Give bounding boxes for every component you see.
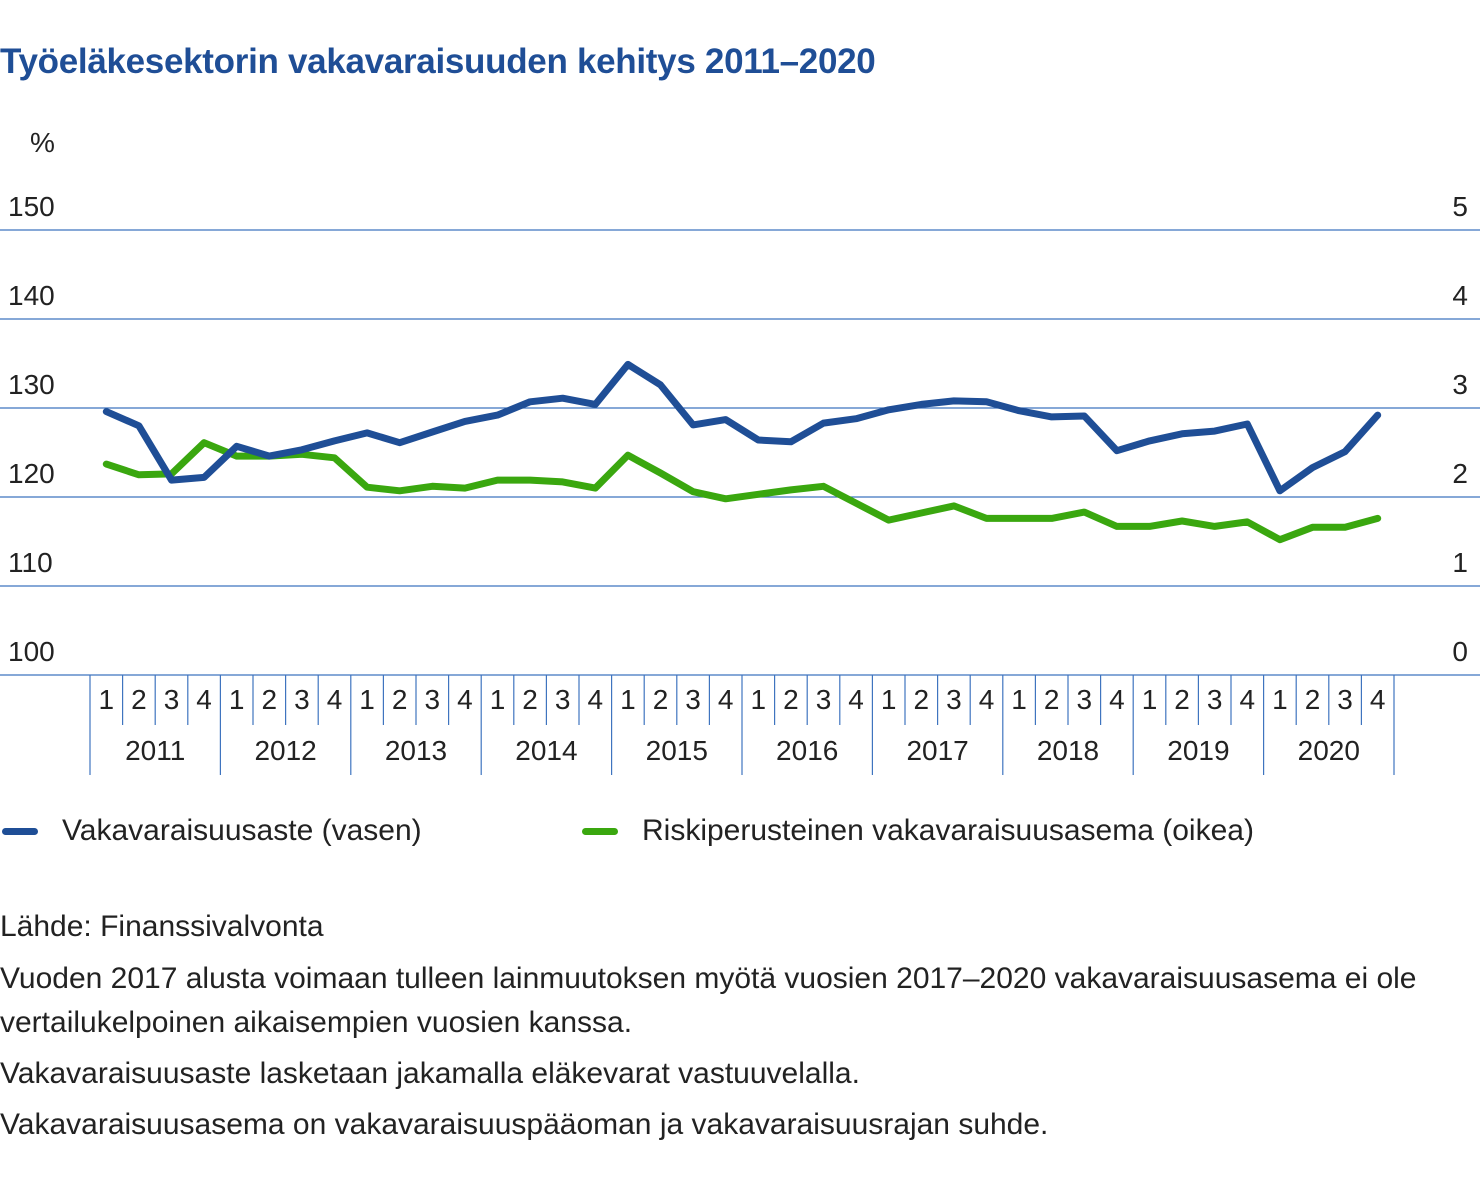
- footnote: Vakavaraisuusaste lasketaan jakamalla el…: [0, 1057, 860, 1090]
- x-tick-quarter: 3: [1337, 684, 1353, 715]
- x-tick-year: 2011: [125, 735, 185, 766]
- x-tick-quarter: 1: [490, 684, 506, 715]
- x-tick-quarter: 1: [359, 684, 375, 715]
- x-tick-quarter: 1: [620, 684, 636, 715]
- x-tick-quarter: 3: [294, 684, 310, 715]
- y-tick-left: 120: [8, 458, 55, 489]
- x-tick-quarter: 3: [1207, 684, 1223, 715]
- x-tick-quarter: 4: [979, 684, 995, 715]
- x-tick-year: 2019: [1167, 735, 1229, 766]
- x-tick-quarter: 3: [425, 684, 441, 715]
- y-tick-right: 2: [1452, 458, 1468, 489]
- y-tick-right: 1: [1452, 547, 1468, 578]
- x-tick-quarter: 3: [164, 684, 180, 715]
- chart-title: Työeläkesektorin vakavaraisuuden kehitys…: [0, 42, 876, 81]
- x-tick-quarter: 3: [946, 684, 962, 715]
- x-tick-quarter: 1: [99, 684, 115, 715]
- x-tick-quarter: 4: [327, 684, 343, 715]
- legend-item-green: Riskiperusteinen vakavaraisuusasema (oik…: [582, 814, 1254, 848]
- x-tick-quarter: 4: [1109, 684, 1125, 715]
- x-tick-quarter: 4: [196, 684, 212, 715]
- y-tick-left: 140: [8, 280, 55, 311]
- x-tick-quarter: 4: [1240, 684, 1256, 715]
- x-tick-quarter: 4: [848, 684, 864, 715]
- x-tick-year: 2014: [515, 735, 577, 766]
- series-line-vakavaraisuusasema: [102, 439, 1382, 544]
- x-tick-quarter: 3: [685, 684, 701, 715]
- y-tick-right: 5: [1452, 191, 1468, 222]
- x-tick-quarter: 2: [914, 684, 930, 715]
- x-tick-quarter: 2: [653, 684, 669, 715]
- x-tick-quarter: 3: [816, 684, 832, 715]
- y-tick-left: 110: [8, 547, 53, 578]
- x-tick-quarter: 2: [783, 684, 799, 715]
- y-axis-unit-label: %: [30, 127, 55, 158]
- series-line-vakavaraisuusaste: [102, 360, 1382, 495]
- x-tick-year: 2018: [1037, 735, 1099, 766]
- y-tick-right: 3: [1452, 369, 1468, 400]
- y-tick-right: 0: [1452, 636, 1468, 667]
- x-tick-year: 2020: [1298, 735, 1360, 766]
- x-tick-quarter: 3: [1077, 684, 1093, 715]
- x-tick-quarter: 2: [1044, 684, 1060, 715]
- x-tick-quarter: 1: [1142, 684, 1158, 715]
- y-tick-left: 150: [8, 191, 55, 222]
- x-tick-year: 2013: [385, 735, 447, 766]
- y-tick-left: 130: [8, 369, 55, 400]
- x-tick-year: 2016: [776, 735, 838, 766]
- x-tick-quarter: 1: [881, 684, 897, 715]
- x-tick-quarter: 4: [718, 684, 734, 715]
- y-tick-left: 100: [8, 636, 55, 667]
- footnote: Vakavaraisuusasema on vakavaraisuuspääom…: [0, 1108, 1049, 1141]
- y-tick-right: 4: [1452, 280, 1468, 311]
- legend-item-blue: Vakavaraisuusaste (vasen): [2, 814, 422, 848]
- x-tick-quarter: 2: [262, 684, 278, 715]
- x-tick-year: 2015: [646, 735, 708, 766]
- x-tick-quarter: 2: [1174, 684, 1190, 715]
- legend-label: Vakavaraisuusaste (vasen): [62, 814, 422, 847]
- x-tick-quarter: 2: [1305, 684, 1321, 715]
- x-tick-year: 2017: [906, 735, 968, 766]
- legend-swatch-green: [582, 827, 618, 835]
- source-note: Lähde: Finanssivalvonta: [0, 910, 324, 943]
- x-tick-quarter: 1: [1011, 684, 1027, 715]
- x-tick-year: 2012: [254, 735, 316, 766]
- x-tick-quarter: 2: [131, 684, 147, 715]
- x-tick-quarter: 2: [522, 684, 538, 715]
- footnote: Vuoden 2017 alusta voimaan tulleen lainm…: [0, 962, 1417, 1039]
- x-tick-quarter: 2: [392, 684, 408, 715]
- legend-swatch-blue: [2, 827, 38, 835]
- x-tick-quarter: 3: [555, 684, 571, 715]
- x-tick-quarter: 1: [751, 684, 767, 715]
- legend-label: Riskiperusteinen vakavaraisuusasema (oik…: [642, 814, 1254, 847]
- x-tick-quarter: 4: [457, 684, 473, 715]
- x-tick-quarter: 1: [1272, 684, 1288, 715]
- x-tick-quarter: 1: [229, 684, 245, 715]
- x-tick-quarter: 4: [588, 684, 604, 715]
- x-tick-quarter: 4: [1370, 684, 1386, 715]
